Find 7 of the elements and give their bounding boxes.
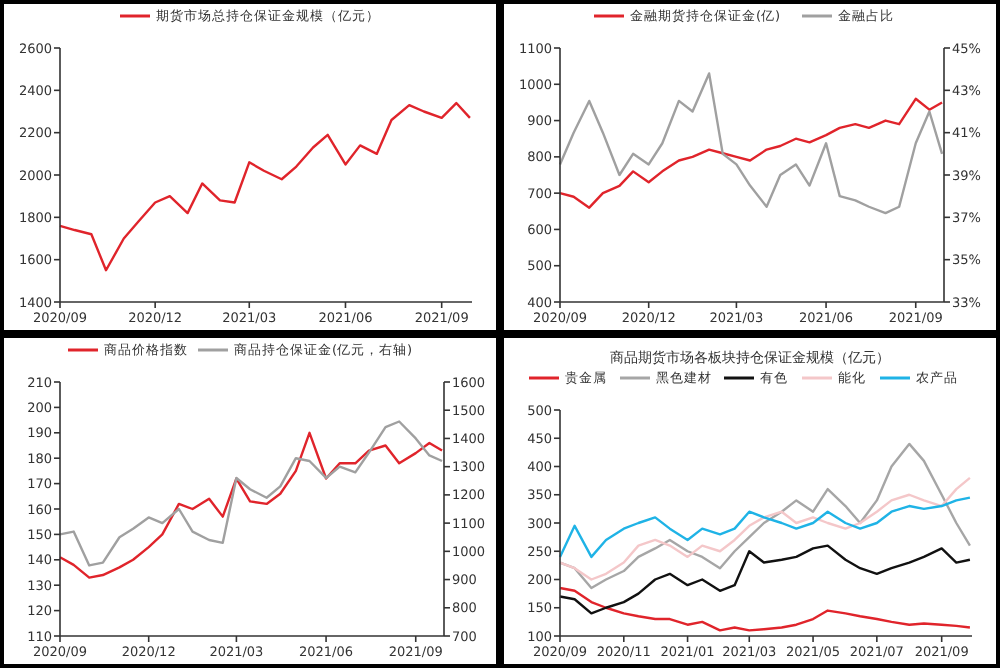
line-series (558, 544, 972, 615)
line-series (558, 496, 972, 559)
line-series (558, 97, 944, 209)
line-series (558, 72, 944, 215)
line-series (558, 476, 972, 581)
line-series (58, 101, 472, 272)
line-series (558, 586, 972, 632)
